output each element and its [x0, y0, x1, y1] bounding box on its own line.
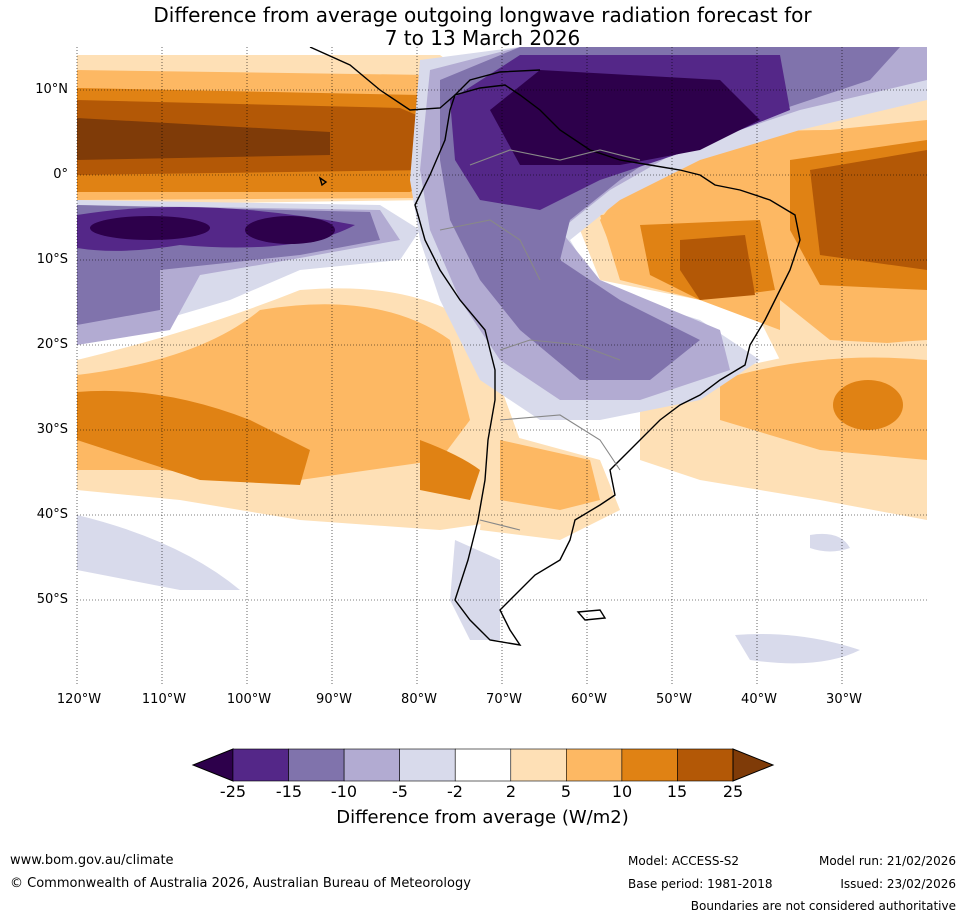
lon-label-80w: 80°W [401, 692, 437, 707]
colorbar-segment-0 [232, 748, 289, 782]
colorbar [191, 748, 775, 782]
colorbar-label-8: 15 [666, 782, 688, 801]
lon-label-30w: 30°W [826, 692, 862, 707]
gridlines [76, 47, 927, 685]
lon-label-70w: 70°W [486, 692, 522, 707]
title-line-1: Difference from average outgoing longwav… [153, 3, 812, 27]
falklands-coast [576, 609, 607, 621]
lat-label-0: 0° [53, 167, 68, 182]
south-pacific-dark-2 [420, 440, 480, 500]
footer-website: www.bom.gov.au/climate [10, 853, 174, 868]
patagonia-light [450, 540, 500, 640]
lat-label-50s: 50°S [36, 592, 68, 607]
footer-copyright: © Commonwealth of Australia 2026, Austra… [10, 876, 471, 891]
title-line-2: 7 to 13 March 2026 [384, 26, 581, 50]
colorbar-label-2: -10 [330, 782, 358, 801]
atlantic-north-brown [810, 150, 927, 270]
colorbar-label-5: 2 [505, 782, 517, 801]
pacific-negative-core-2 [245, 216, 335, 244]
lat-label-30s: 30°S [36, 422, 68, 437]
footer-model: Model: ACCESS-S2 [628, 854, 740, 868]
colorbar-label-4: -2 [447, 782, 463, 801]
colorbar-segment-1 [288, 748, 345, 782]
lon-label-40w: 40°W [741, 692, 777, 707]
map-title: Difference from average outgoing longwav… [0, 4, 965, 50]
central-america-coast [309, 47, 541, 111]
coastlines [309, 47, 801, 646]
south-atlantic-orange-2 [500, 440, 600, 510]
colorbar-label-6: 5 [560, 782, 572, 801]
colorbar-segment-2 [343, 748, 400, 782]
galapagos [318, 176, 328, 187]
colorbar-label-3: -5 [392, 782, 408, 801]
lat-label-40s: 40°S [36, 507, 68, 522]
lon-label-120w: 120°W [56, 692, 102, 707]
south-atlantic-darkorange [833, 380, 903, 430]
sa-negative-core [490, 70, 760, 165]
colorbar-extend-low [191, 748, 234, 782]
south-atlantic-negative [735, 634, 860, 664]
colorbar-label-0: -25 [219, 782, 247, 801]
colorbar-segment-3 [399, 748, 456, 782]
colorbar-segment-7 [621, 748, 678, 782]
lat-label-10n: 10°N [35, 82, 68, 97]
lon-label-110w: 110°W [141, 692, 187, 707]
colorbar-extend-high [732, 748, 775, 782]
lat-label-20s: 20°S [36, 337, 68, 352]
pacific-north-deepbrown [77, 118, 330, 160]
colorbar-title: Difference from average (W/m2) [336, 807, 629, 828]
pacific-negative-core-1 [90, 216, 210, 240]
lon-label-50w: 50°W [656, 692, 692, 707]
colorbar-label-1: -15 [275, 782, 303, 801]
footer-model-run: Model run: 21/02/2026 [818, 854, 956, 868]
lon-label-60w: 60°W [571, 692, 607, 707]
south-pacific-darkorange [77, 390, 310, 485]
colorbar-segment-5 [510, 748, 567, 782]
south-america-coast [414, 84, 801, 646]
colorbar-segment-4 [454, 748, 512, 782]
colorbar-label-7: 10 [611, 782, 633, 801]
brazil-brown [680, 235, 755, 300]
footer-issued: Issued: 23/02/2026 [840, 877, 956, 891]
lon-label-100w: 100°W [226, 692, 272, 707]
lon-label-90w: 90°W [316, 692, 352, 707]
colorbar-segment-8 [677, 748, 734, 782]
colorbar-label-9: 25 [722, 782, 744, 801]
south-pacific-negative [77, 515, 240, 590]
footer-base-period: Base period: 1981-2018 [628, 877, 773, 891]
borders [439, 149, 641, 531]
colorbar-segment-6 [566, 748, 623, 782]
lat-label-10s: 10°S [36, 252, 68, 267]
south-atlantic-negative-2 [810, 533, 850, 552]
footer-disclaimer: Boundaries are not considered authoritat… [690, 899, 956, 913]
